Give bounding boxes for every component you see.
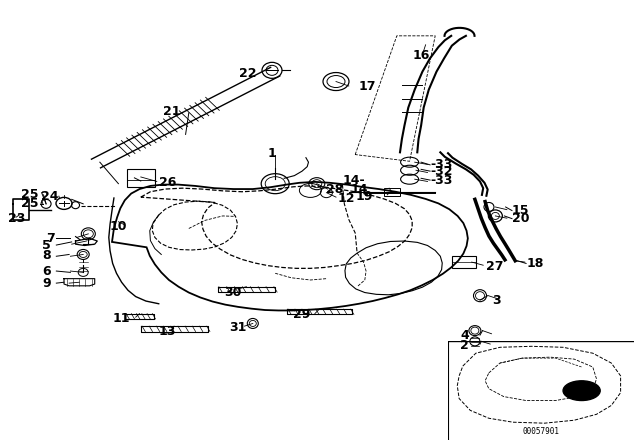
Text: -33: -33: [430, 158, 452, 172]
Text: 6: 6: [43, 264, 51, 278]
Text: 14: 14: [351, 182, 368, 196]
Text: 1: 1: [268, 146, 276, 160]
Text: 14-: 14-: [342, 173, 365, 187]
Text: 22: 22: [239, 67, 256, 81]
Text: 3: 3: [492, 293, 500, 307]
Text: 15: 15: [512, 204, 529, 217]
Text: 9: 9: [43, 276, 51, 290]
Text: 21: 21: [163, 104, 180, 118]
Text: 10: 10: [109, 220, 127, 233]
Text: 29: 29: [293, 308, 310, 321]
Text: 11: 11: [113, 311, 131, 325]
Text: -32: -32: [430, 164, 452, 178]
Text: 4: 4: [460, 328, 469, 342]
Text: 5: 5: [42, 238, 51, 252]
Text: 12: 12: [338, 191, 355, 205]
Text: 30: 30: [224, 285, 241, 299]
Text: 13: 13: [159, 325, 177, 338]
Circle shape: [563, 381, 600, 401]
Text: 7: 7: [45, 232, 54, 245]
Text: 28: 28: [326, 183, 344, 197]
Text: 17: 17: [358, 80, 376, 94]
Text: 2: 2: [460, 339, 469, 353]
Text: 26: 26: [159, 176, 176, 190]
Text: -33: -33: [430, 173, 452, 187]
Text: 31: 31: [229, 320, 246, 334]
Text: 24: 24: [42, 190, 59, 203]
Text: 23: 23: [8, 212, 25, 225]
Text: 27: 27: [486, 260, 504, 273]
Text: 18: 18: [526, 257, 543, 270]
Text: 8: 8: [43, 249, 51, 262]
Text: 25: 25: [21, 188, 38, 202]
Text: 00057901: 00057901: [522, 427, 559, 436]
Text: 20: 20: [512, 212, 529, 225]
Text: 25: 25: [21, 197, 38, 211]
Text: 19: 19: [355, 190, 372, 203]
Text: 16: 16: [413, 49, 430, 62]
